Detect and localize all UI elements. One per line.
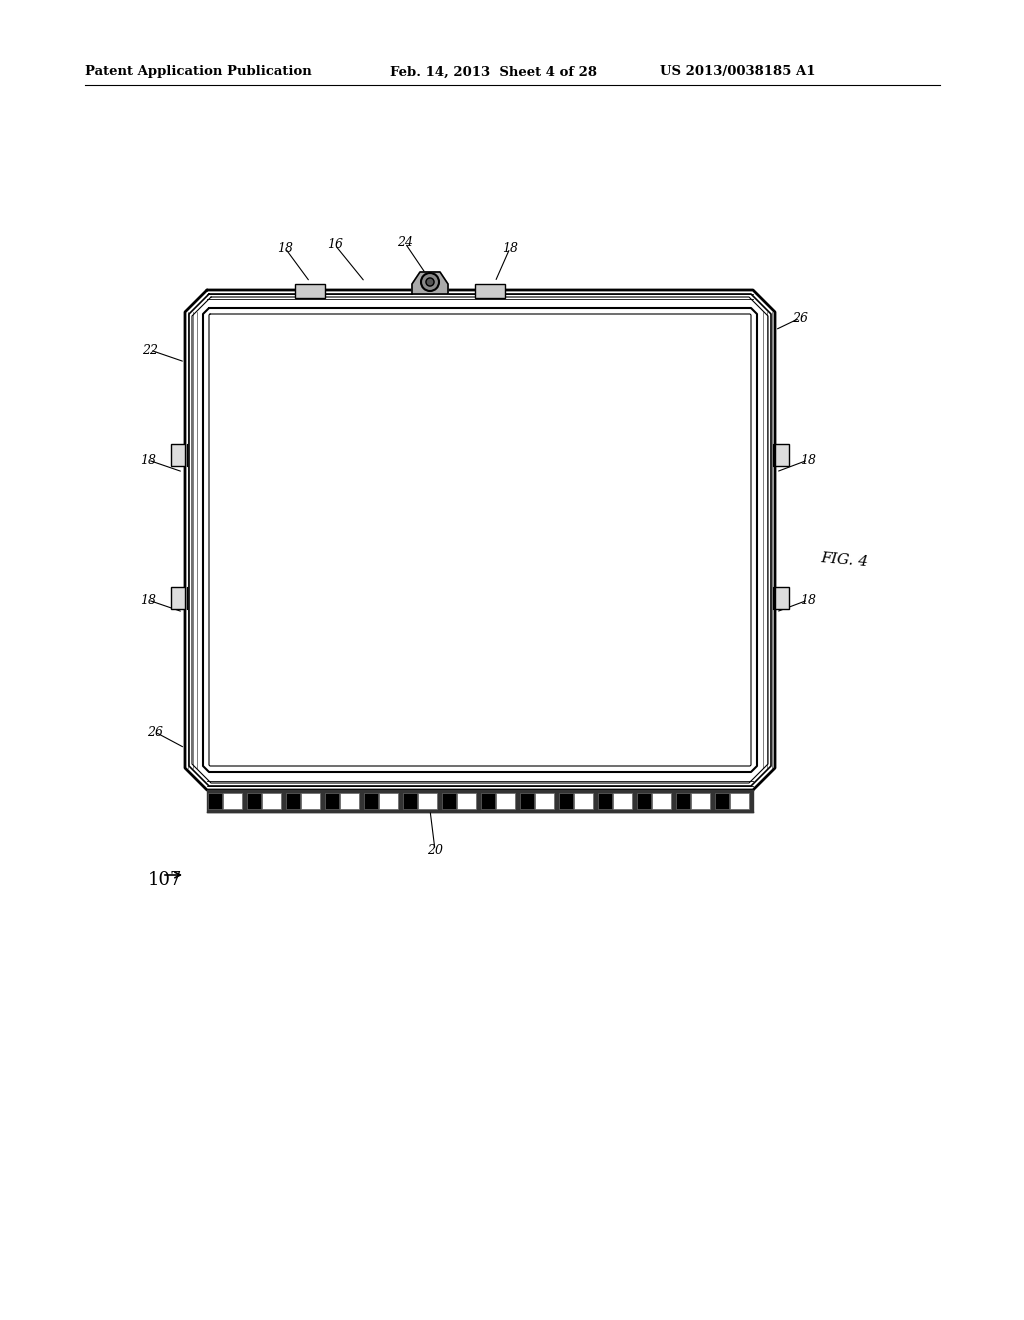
Bar	[637, 793, 650, 809]
Text: 26: 26	[147, 726, 163, 738]
Text: 18: 18	[140, 594, 156, 606]
Bar	[222, 793, 242, 809]
Bar	[481, 793, 495, 809]
Bar	[729, 793, 750, 809]
Text: FIG. 4: FIG. 4	[820, 550, 868, 569]
Bar	[247, 793, 261, 809]
Text: 18: 18	[140, 454, 156, 466]
Bar	[295, 284, 325, 298]
Text: Patent Application Publication: Patent Application Publication	[85, 66, 311, 78]
Bar	[457, 793, 476, 809]
Bar	[286, 793, 300, 809]
Bar	[475, 284, 505, 298]
Bar	[208, 793, 221, 809]
Bar	[775, 444, 790, 466]
Bar	[520, 793, 534, 809]
Text: Feb. 14, 2013  Sheet 4 of 28: Feb. 14, 2013 Sheet 4 of 28	[390, 66, 597, 78]
Bar	[573, 793, 593, 809]
Text: 18: 18	[800, 454, 816, 466]
Polygon shape	[412, 272, 449, 294]
Text: 107: 107	[148, 871, 182, 888]
Bar	[612, 793, 632, 809]
Text: 16: 16	[327, 239, 343, 252]
Bar	[171, 587, 185, 609]
Bar	[496, 793, 515, 809]
Bar	[340, 793, 359, 809]
Bar	[261, 793, 282, 809]
Bar	[442, 793, 456, 809]
Text: 20: 20	[427, 843, 443, 857]
Bar	[535, 793, 554, 809]
Bar	[325, 793, 339, 809]
Bar	[418, 793, 437, 809]
Bar	[559, 793, 572, 809]
Bar	[775, 587, 790, 609]
Bar	[690, 793, 710, 809]
Text: 24: 24	[397, 236, 413, 249]
Circle shape	[421, 273, 439, 290]
Bar	[676, 793, 689, 809]
Bar	[715, 793, 729, 809]
Circle shape	[426, 279, 434, 286]
Bar	[301, 793, 321, 809]
Text: 26: 26	[792, 312, 808, 325]
Bar	[364, 793, 378, 809]
Bar	[379, 793, 398, 809]
Text: 22: 22	[142, 343, 158, 356]
Bar	[651, 793, 671, 809]
Text: US 2013/0038185 A1: US 2013/0038185 A1	[660, 66, 815, 78]
Text: 18: 18	[278, 242, 293, 255]
Bar	[171, 444, 185, 466]
Text: 18: 18	[800, 594, 816, 606]
Bar	[598, 793, 611, 809]
Bar	[403, 793, 417, 809]
Text: 18: 18	[502, 242, 518, 255]
